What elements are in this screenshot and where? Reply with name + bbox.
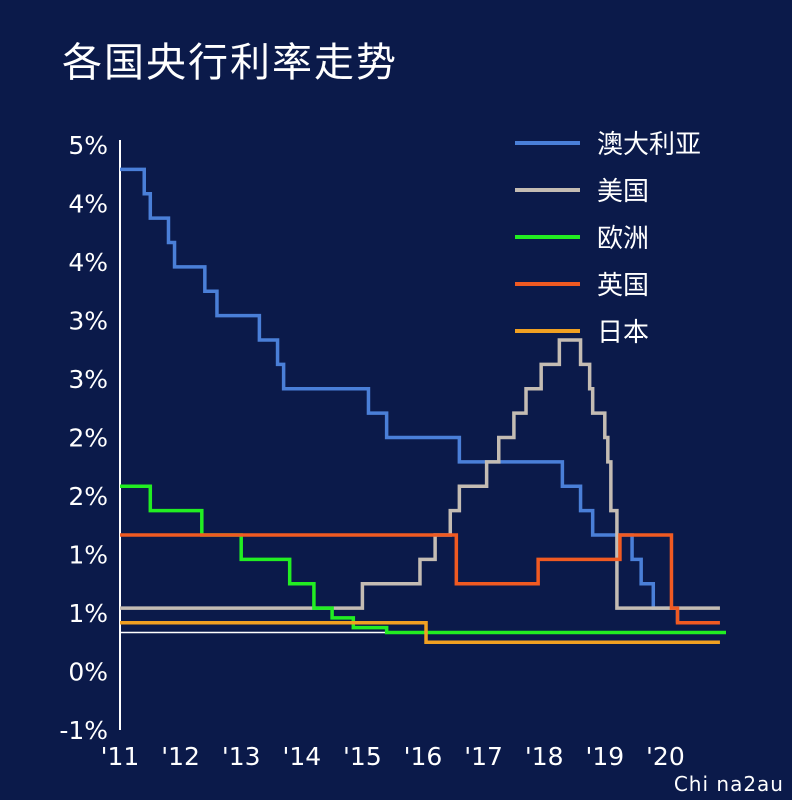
x-tick-label: '17 xyxy=(464,742,503,771)
x-tick-label: '12 xyxy=(161,742,200,771)
x-tick-label: '19 xyxy=(585,742,624,771)
axis-layer: 5% 4% 4% 3% 3% 2% 2% 1% 1% 0% -1%'11 '12 '13 '14 '15 '1… xyxy=(59,131,726,771)
x-tick-label: '15 xyxy=(343,742,382,771)
x-tick-label: '13 xyxy=(222,742,261,771)
y-tick-label: 4% xyxy=(68,248,108,277)
series-layer xyxy=(120,167,726,644)
y-tick-label: 0% xyxy=(68,658,108,687)
x-tick-label: '18 xyxy=(525,742,564,771)
y-tick-label: 5% xyxy=(68,131,108,160)
x-tick-label: '14 xyxy=(282,742,321,771)
series-line-2 xyxy=(120,484,726,635)
y-tick-label: -1% xyxy=(59,716,108,745)
legend-label: 欧洲 xyxy=(597,224,649,254)
y-tick-label: 4% xyxy=(68,190,108,219)
series-line-0 xyxy=(120,167,680,623)
y-tick-label: 2% xyxy=(68,424,108,453)
y-tick-label: 3% xyxy=(68,365,108,394)
legend-label: 日本 xyxy=(597,318,649,348)
y-tick-label: 1% xyxy=(68,599,108,628)
x-tick-label: '11 xyxy=(101,742,140,771)
y-tick-label: 1% xyxy=(68,541,108,570)
x-tick-label: '16 xyxy=(404,742,443,771)
series-line-4 xyxy=(120,621,720,644)
legend-label: 英国 xyxy=(597,271,649,301)
y-tick-label: 2% xyxy=(68,482,108,511)
watermark: Chi na2au xyxy=(673,772,784,796)
y-tick-label: 3% xyxy=(68,307,108,336)
legend-label: 澳大利亚 xyxy=(597,130,701,160)
legend-label: 美国 xyxy=(597,177,649,207)
x-tick-label: '20 xyxy=(646,742,685,771)
chart-title: 各国央行利率走势 xyxy=(62,40,398,86)
series-line-1 xyxy=(120,338,720,610)
series-line-3 xyxy=(120,533,720,625)
